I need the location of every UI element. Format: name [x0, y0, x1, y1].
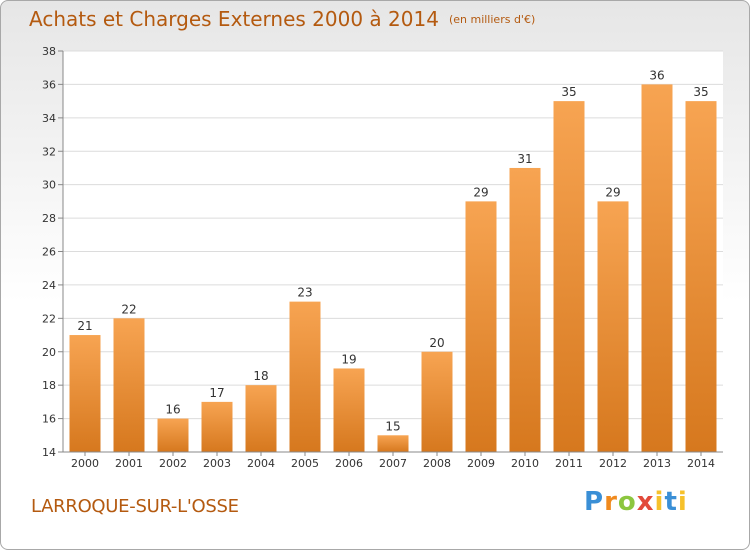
value-label-2004: 18 [253, 369, 268, 383]
y-tick-label: 18 [42, 379, 56, 392]
bar-2010 [509, 167, 541, 453]
bar-2011 [553, 101, 585, 452]
bar-2005 [289, 301, 321, 452]
y-tick-label: 26 [42, 246, 56, 259]
y-tick-label: 14 [42, 446, 56, 459]
bar-2008 [421, 351, 453, 452]
x-tick-label-2004: 2004 [247, 457, 275, 470]
x-tick-label-2009: 2009 [467, 457, 495, 470]
x-tick-label-2008: 2008 [423, 457, 451, 470]
value-label-2003: 17 [209, 386, 224, 400]
bar-2004 [245, 385, 277, 452]
x-tick-label-2006: 2006 [335, 457, 363, 470]
x-tick-label-2002: 2002 [159, 457, 187, 470]
bar-2013 [641, 84, 673, 453]
y-tick-label: 28 [42, 212, 56, 225]
value-label-2012: 29 [605, 185, 620, 199]
bar-2000 [69, 335, 101, 452]
value-label-2009: 29 [473, 185, 488, 199]
x-tick-label-2001: 2001 [115, 457, 143, 470]
bar-2006 [333, 368, 365, 452]
bar-2012 [597, 201, 629, 452]
value-label-2011: 35 [561, 85, 576, 99]
y-tick-label: 20 [42, 346, 56, 359]
bar-2002 [157, 418, 189, 452]
bar-2003 [201, 401, 233, 452]
y-tick-label: 22 [42, 312, 56, 325]
x-tick-label-2005: 2005 [291, 457, 319, 470]
x-tick-label-2000: 2000 [71, 457, 99, 470]
value-label-2007: 15 [385, 419, 400, 433]
y-tick-label: 38 [42, 45, 56, 58]
y-tick-label: 30 [42, 179, 56, 192]
x-tick-label-2013: 2013 [643, 457, 671, 470]
value-label-2006: 19 [341, 352, 356, 366]
axes: 14 16 18 20 22 24 26 28 30 32 34 36 38 2000 2001 2002 20… [42, 45, 723, 470]
y-tick-label: 24 [42, 279, 56, 292]
y-tick-label: 16 [42, 413, 56, 426]
y-tick-label: 32 [42, 145, 56, 158]
x-tick-label-2010: 2010 [511, 457, 539, 470]
value-label-2002: 16 [165, 403, 180, 417]
title-text: Achats et Charges Externes 2000 à 2014 [29, 7, 439, 31]
x-tick-label-2012: 2012 [599, 457, 627, 470]
chart-title: Achats et Charges Externes 2000 à 2014 (e… [29, 7, 535, 31]
x-tick-label-2003: 2003 [203, 457, 231, 470]
value-label-2001: 22 [121, 302, 136, 316]
x-tick-label-2014: 2014 [687, 457, 715, 470]
unit-note: (en milliers d'€) [448, 13, 536, 26]
value-label-2013: 36 [649, 68, 664, 82]
x-tick-label-2007: 2007 [379, 457, 407, 470]
bar-2009 [465, 201, 497, 452]
x-tick-label-2011: 2011 [555, 457, 583, 470]
value-label-2010: 31 [517, 152, 532, 166]
town-name: LARROQUE-SUR-L'OSSE [31, 496, 239, 517]
value-label-2008: 20 [429, 336, 444, 350]
value-label-2005: 23 [297, 286, 312, 300]
bars: 21 22 16 17 18 23 19 15 20 29 31 35 29 36 35 [69, 68, 717, 453]
bar-2001 [113, 318, 145, 452]
value-label-2014: 35 [693, 85, 708, 99]
bar-2007 [377, 435, 409, 452]
proxiti-logo[interactable]: Proxiti [584, 487, 688, 517]
y-tick-label: 34 [42, 112, 56, 125]
y-tick-label: 36 [42, 78, 56, 91]
bar-2014 [685, 101, 717, 452]
value-label-2000: 21 [77, 319, 92, 333]
